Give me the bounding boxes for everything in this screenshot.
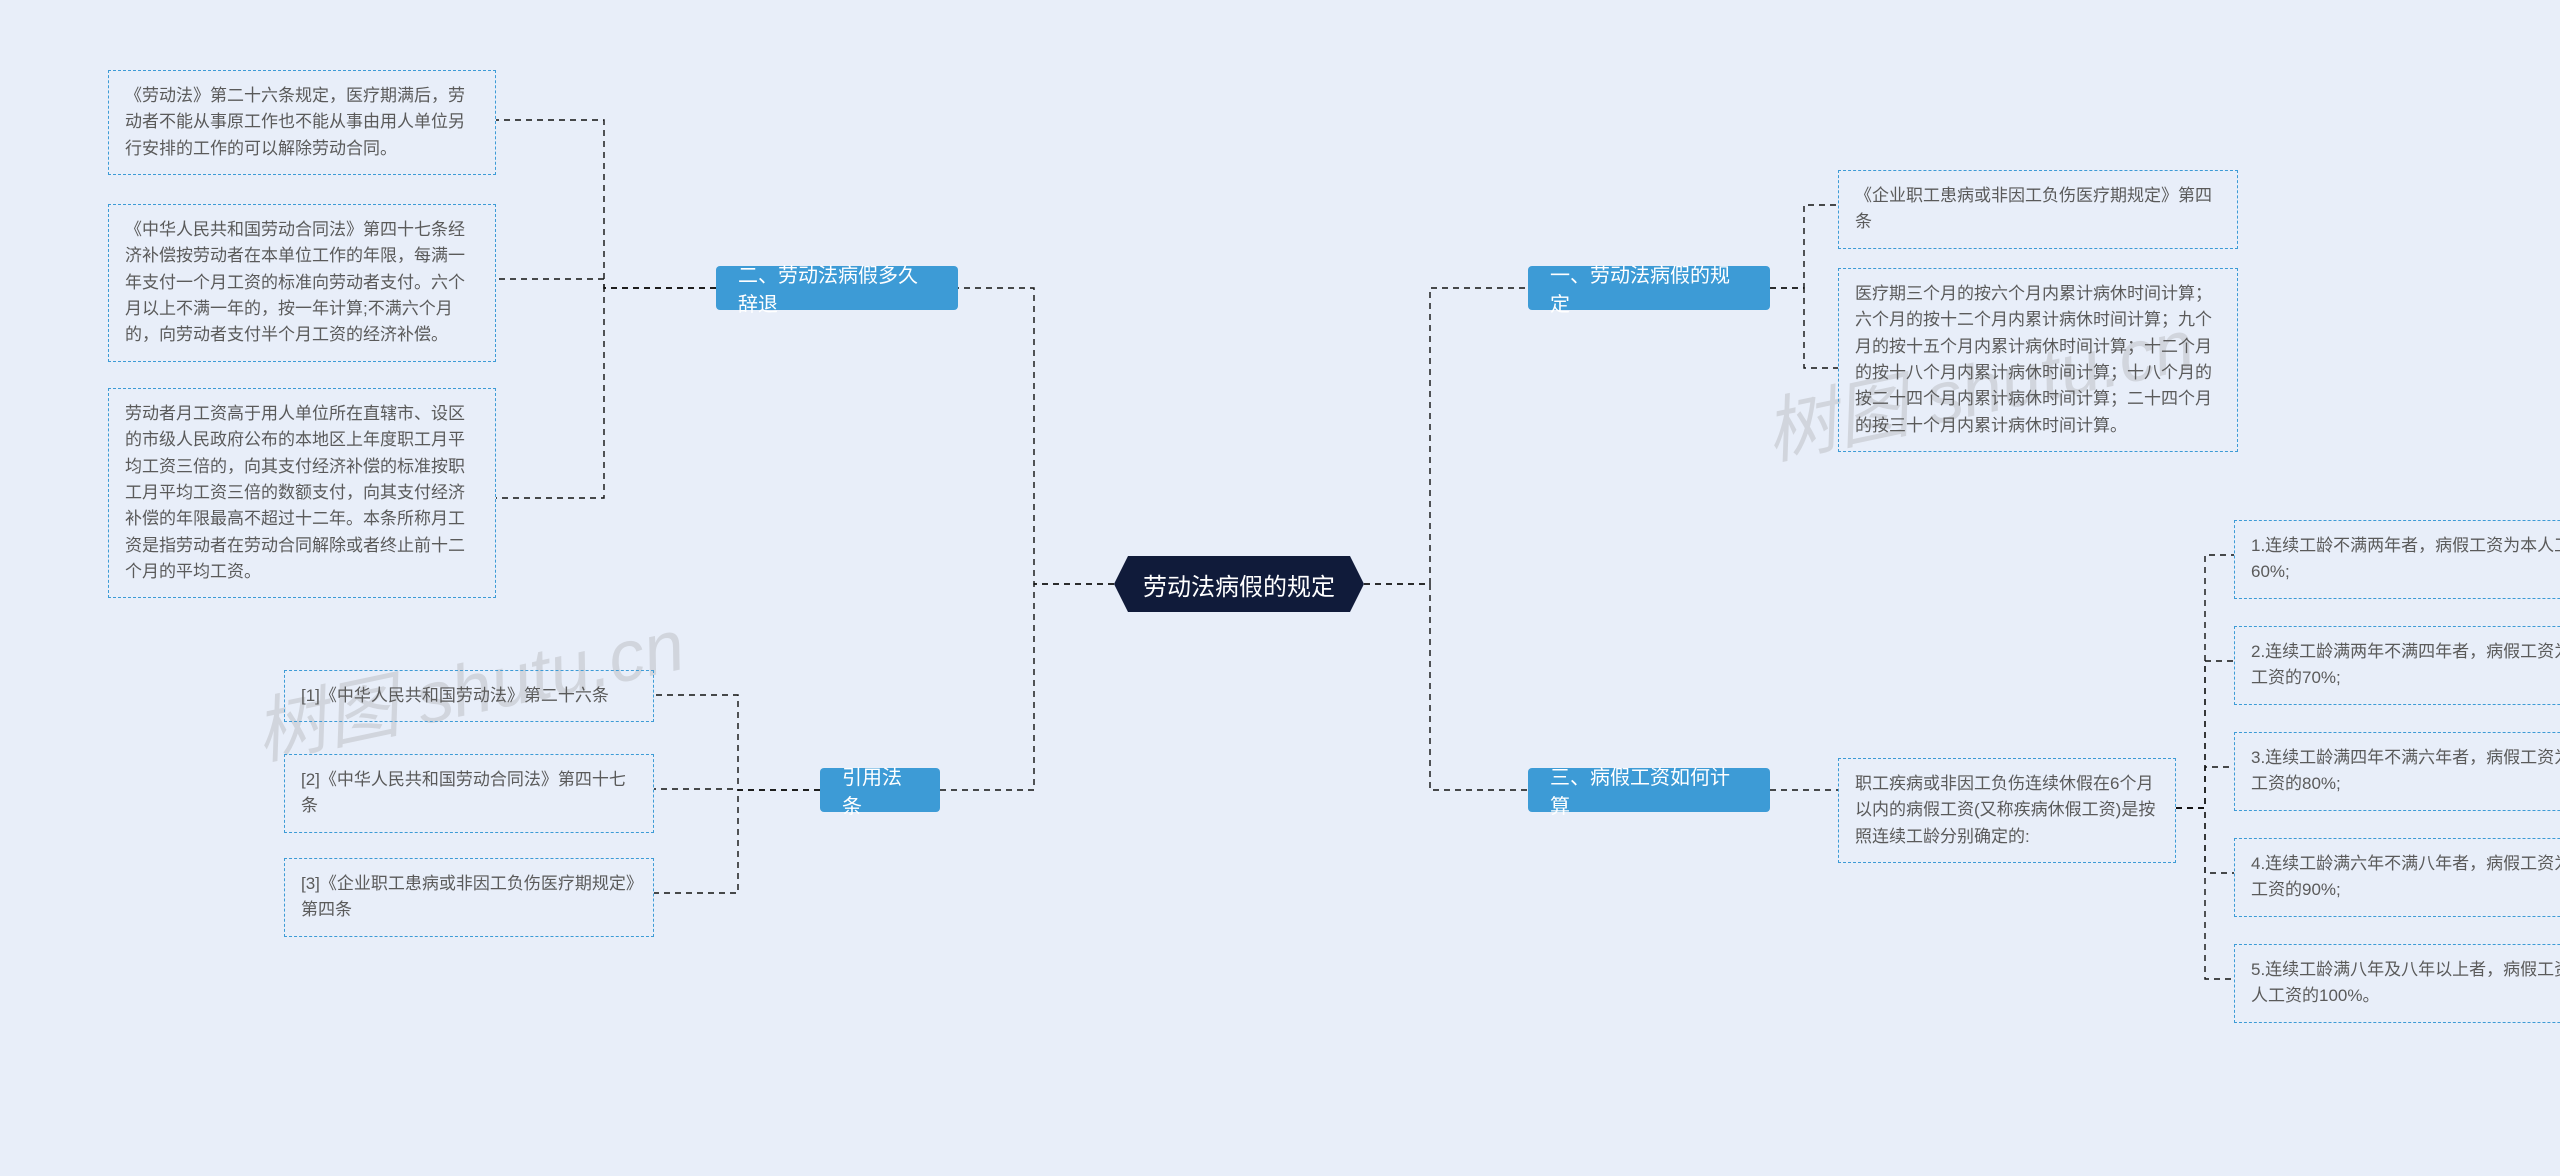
leaf-text: 3.连续工龄满四年不满六年者，病假工资为本人工资的80%; xyxy=(2251,745,2560,798)
leaf-text: 2.连续工龄满两年不满四年者，病假工资为本人工资的70%; xyxy=(2251,639,2560,692)
leaf-text: 劳动者月工资高于用人单位所在直辖市、设区的市级人民政府公布的本地区上年度职工月平… xyxy=(125,401,479,585)
leaf-text: 《企业职工患病或非因工负伤医疗期规定》第四条 xyxy=(1855,183,2221,236)
branch-1: 一、劳动法病假的规定 xyxy=(1528,266,1770,310)
leaf-text: 4.连续工龄满六年不满八年者，病假工资为本人工资的90%; xyxy=(2251,851,2560,904)
leaf-text: [3]《企业职工患病或非因工负伤医疗期规定》第四条 xyxy=(301,871,637,924)
leaf-4c: [3]《企业职工患病或非因工负伤医疗期规定》第四条 xyxy=(284,858,654,937)
leaf-4a: [1]《中华人民共和国劳动法》第二十六条 xyxy=(284,670,654,722)
leaf-text: 《劳动法》第二十六条规定，医疗期满后，劳动者不能从事原工作也不能从事由用人单位另… xyxy=(125,83,479,162)
leaf-2b: 《中华人民共和国劳动合同法》第四十七条经济补偿按劳动者在本单位工作的年限，每满一… xyxy=(108,204,496,362)
branch-label: 一、劳动法病假的规定 xyxy=(1550,259,1748,317)
branch-3: 三、病假工资如何计算 xyxy=(1528,768,1770,812)
leaf-3c: 3.连续工龄满四年不满六年者，病假工资为本人工资的80%; xyxy=(2234,732,2560,811)
leaf-text: 《中华人民共和国劳动合同法》第四十七条经济补偿按劳动者在本单位工作的年限，每满一… xyxy=(125,217,479,349)
leaf-3mid: 职工疾病或非因工负伤连续休假在6个月以内的病假工资(又称疾病休假工资)是按照连续… xyxy=(1838,758,2176,863)
leaf-2c: 劳动者月工资高于用人单位所在直辖市、设区的市级人民政府公布的本地区上年度职工月平… xyxy=(108,388,496,598)
branch-2: 二、劳动法病假多久辞退 xyxy=(716,266,958,310)
root-label: 劳动法病假的规定 xyxy=(1143,567,1335,602)
leaf-3a: 1.连续工龄不满两年者，病假工资为本人工资的60%; xyxy=(2234,520,2560,599)
leaf-3b: 2.连续工龄满两年不满四年者，病假工资为本人工资的70%; xyxy=(2234,626,2560,705)
leaf-1b: 医疗期三个月的按六个月内累计病休时间计算；六个月的按十二个月内累计病休时间计算；… xyxy=(1838,268,2238,452)
leaf-3e: 5.连续工龄满八年及八年以上者，病假工资为本人工资的100%。 xyxy=(2234,944,2560,1023)
branch-label: 三、病假工资如何计算 xyxy=(1550,761,1748,819)
leaf-4b: [2]《中华人民共和国劳动合同法》第四十七条 xyxy=(284,754,654,833)
leaf-1a: 《企业职工患病或非因工负伤医疗期规定》第四条 xyxy=(1838,170,2238,249)
branch-label: 二、劳动法病假多久辞退 xyxy=(738,259,936,317)
leaf-text: 职工疾病或非因工负伤连续休假在6个月以内的病假工资(又称疾病休假工资)是按照连续… xyxy=(1855,771,2159,850)
leaf-text: 5.连续工龄满八年及八年以上者，病假工资为本人工资的100%。 xyxy=(2251,957,2560,1010)
leaf-2a: 《劳动法》第二十六条规定，医疗期满后，劳动者不能从事原工作也不能从事由用人单位另… xyxy=(108,70,496,175)
leaf-3d: 4.连续工龄满六年不满八年者，病假工资为本人工资的90%; xyxy=(2234,838,2560,917)
branch-label: 引用法条 xyxy=(842,761,918,819)
root-node: 劳动法病假的规定 xyxy=(1114,556,1364,612)
leaf-text: 1.连续工龄不满两年者，病假工资为本人工资的60%; xyxy=(2251,533,2560,586)
leaf-text: [1]《中华人民共和国劳动法》第二十六条 xyxy=(301,683,637,709)
branch-4: 引用法条 xyxy=(820,768,940,812)
leaf-text: 医疗期三个月的按六个月内累计病休时间计算；六个月的按十二个月内累计病休时间计算；… xyxy=(1855,281,2221,439)
leaf-text: [2]《中华人民共和国劳动合同法》第四十七条 xyxy=(301,767,637,820)
